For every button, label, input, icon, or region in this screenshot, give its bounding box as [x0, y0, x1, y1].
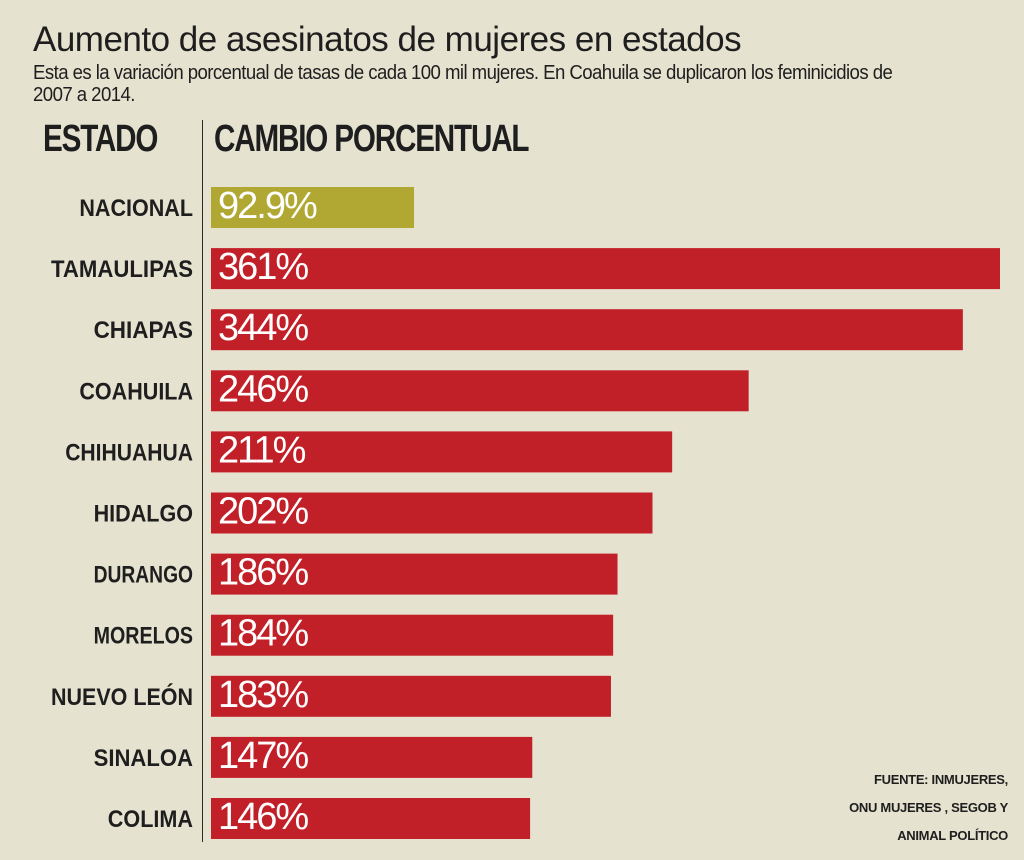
- bar-colima: [211, 798, 531, 839]
- category-label: COLIMA: [108, 806, 193, 833]
- value-label: 184%: [218, 613, 308, 655]
- bar-nacional: [211, 187, 415, 228]
- category-label: NUEVO LEÓN: [51, 683, 193, 711]
- value-label: 211%: [218, 429, 306, 471]
- axis-divider-line: [202, 120, 203, 842]
- bar-coahuila: [211, 370, 749, 412]
- source-line: ANIMAL POLÍTICO: [897, 828, 1008, 843]
- category-label: NACIONAL: [79, 195, 193, 222]
- value-label: 92.9%: [218, 185, 317, 227]
- bar-durango: [211, 553, 618, 595]
- bar-tamaulipas: [211, 248, 1000, 290]
- value-label: 246%: [218, 368, 308, 410]
- column-header-cambio: CAMBIO PORCENTUAL: [214, 118, 530, 160]
- category-label: SINALOA: [94, 745, 193, 772]
- value-label: 147%: [218, 735, 308, 777]
- value-label: 361%: [218, 246, 308, 288]
- bar-hidalgo: [211, 492, 653, 534]
- category-label: HIDALGO: [94, 501, 193, 528]
- source-line: FUENTE: INMUJERES,: [873, 772, 1008, 787]
- category-label: MORELOS: [94, 623, 193, 650]
- value-label: 146%: [218, 796, 308, 838]
- category-label: TAMAULIPAS: [51, 256, 193, 283]
- category-label: DURANGO: [94, 562, 193, 589]
- value-label: 186%: [218, 552, 308, 594]
- bar-nuevo-león: [211, 675, 611, 717]
- bar-chihuahua: [211, 431, 673, 473]
- category-label: CHIAPAS: [94, 317, 193, 344]
- value-label: 202%: [218, 491, 308, 533]
- category-label: CHIHUAHUA: [65, 439, 193, 466]
- source-note: FUENTE: INMUJERES, ONU MUJERES , SEGOB Y…: [849, 766, 1008, 850]
- value-label: 183%: [218, 674, 308, 716]
- column-header-estado: ESTADO: [43, 118, 158, 160]
- bar-sinaloa: [211, 736, 533, 778]
- category-label: COAHUILA: [79, 378, 193, 405]
- chart-title: Aumento de asesinatos de mujeres en esta…: [33, 20, 742, 59]
- value-label: 344%: [218, 307, 308, 349]
- chart-subtitle: Esta es la variación porcentual de tasas…: [33, 62, 893, 106]
- bar-morelos: [211, 614, 614, 656]
- bar-chiapas: [211, 309, 963, 351]
- source-line: ONU MUJERES , SEGOB Y: [849, 800, 1008, 815]
